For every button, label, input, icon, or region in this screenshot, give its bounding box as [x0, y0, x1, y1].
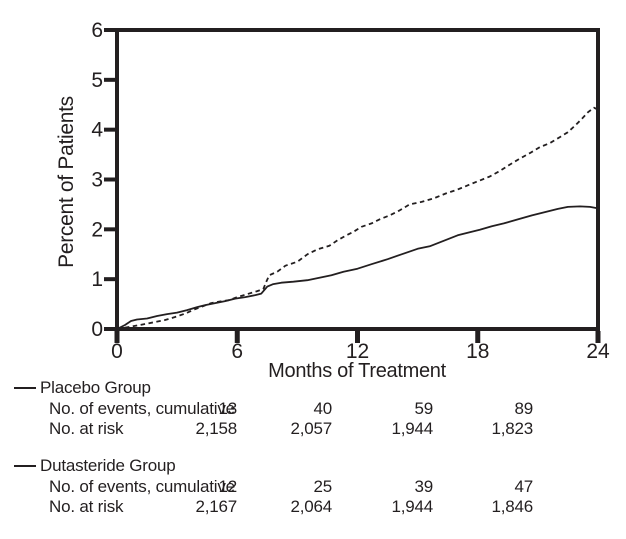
- table-row: No. at risk 2,158 2,057 1,944 1,823: [0, 419, 626, 439]
- table-row: No. of events, cumulative 12 25 39 47: [0, 477, 626, 497]
- y-tick-label: 2: [91, 218, 103, 241]
- y-tick-label: 3: [91, 169, 103, 192]
- x-tick-label: 24: [586, 340, 610, 363]
- x-axis-title: Months of Treatment: [268, 360, 446, 382]
- placebo-group-curve: [116, 106, 599, 330]
- row-value: 47: [514, 477, 533, 496]
- dutasteride-group-line-marker-icon: [14, 465, 36, 467]
- x-tick-label: 18: [466, 340, 489, 363]
- row-value: 1,944: [391, 497, 433, 516]
- row-value: 1,823: [491, 419, 533, 438]
- row-value: 2,158: [195, 419, 237, 438]
- row-value: 13: [218, 399, 237, 418]
- legend-group-placebo-group: Placebo Group: [0, 378, 626, 398]
- row-value: 39: [414, 477, 433, 496]
- row-value: 2,167: [195, 497, 237, 516]
- legend-group-dutasteride-group: Dutasteride Group: [0, 456, 626, 476]
- plot-frame: [115, 28, 600, 331]
- row-value: 2,057: [290, 419, 332, 438]
- row-value: 2,064: [290, 497, 332, 516]
- legend-group-name: Placebo Group: [40, 378, 151, 397]
- dutasteride-group-curve: [116, 205, 599, 330]
- row-label: No. at risk: [49, 419, 124, 438]
- row-value: 1,846: [491, 497, 533, 516]
- row-value: 40: [313, 399, 332, 418]
- y-tick-label: 0: [91, 318, 103, 341]
- row-value: 89: [514, 399, 533, 418]
- row-label: No. of events, cumulative: [49, 399, 235, 418]
- x-tick-label: 6: [231, 340, 243, 363]
- table-row: No. at risk 2,167 2,064 1,944 1,846: [0, 497, 626, 517]
- y-axis-title: Percent of Patients: [55, 96, 78, 268]
- row-label: No. of events, cumulative: [49, 477, 235, 496]
- y-tick-label: 1: [91, 268, 103, 291]
- row-value: 59: [414, 399, 433, 418]
- x-tick-label: 12: [346, 340, 369, 363]
- x-tick-label: 0: [111, 340, 123, 363]
- y-tick-label: 5: [91, 69, 103, 92]
- row-value: 12: [218, 477, 237, 496]
- table-row: No. of events, cumulative 13 40 59 89: [0, 399, 626, 419]
- placebo-group-line-marker-icon: [14, 387, 36, 389]
- y-tick-label: 4: [91, 119, 103, 142]
- row-value: 1,944: [391, 419, 433, 438]
- y-tick-label: 6: [91, 19, 103, 42]
- legend-group-name: Dutasteride Group: [40, 456, 176, 475]
- row-value: 25: [313, 477, 332, 496]
- row-label: No. at risk: [49, 497, 124, 516]
